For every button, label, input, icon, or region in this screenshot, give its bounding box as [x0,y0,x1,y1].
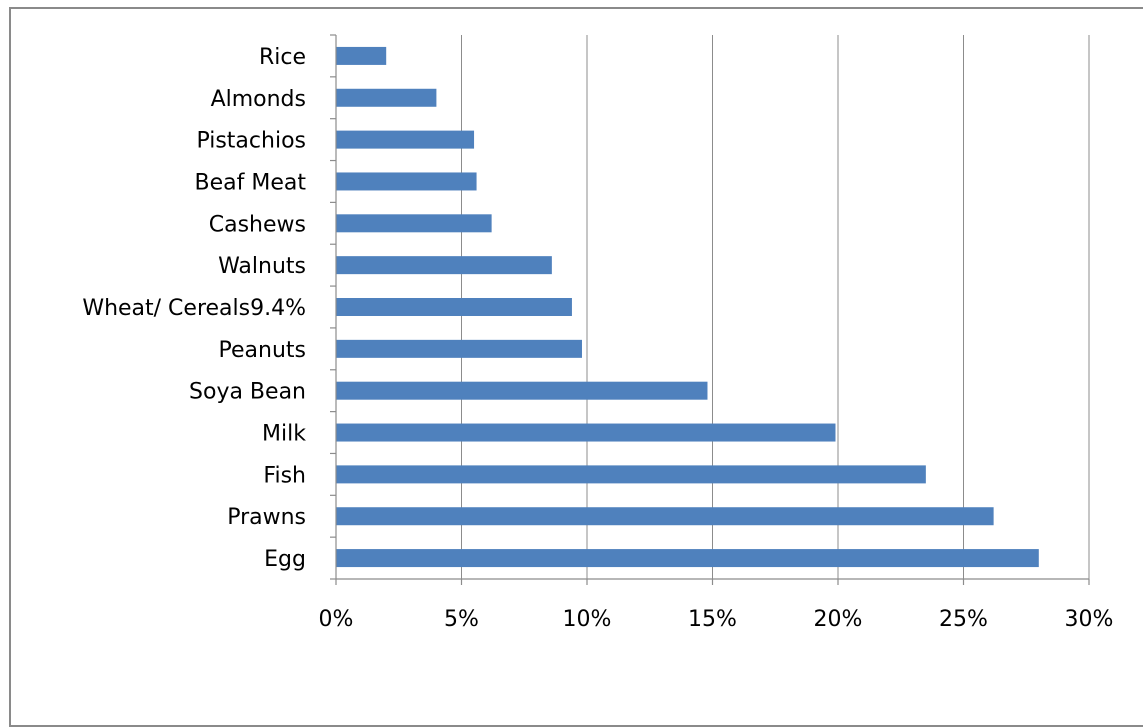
category-label-beaf-meat: Beaf Meat [195,170,307,195]
x-tick-label-0: 0% [319,607,354,632]
category-label-pistachios: Pistachios [196,129,306,154]
x-tick-label-6: 30% [1065,607,1114,632]
bar-walnuts [336,256,552,275]
bar-fish [336,465,926,484]
bar-peanuts [336,339,582,358]
bar-beaf-meat [336,172,477,191]
bar-pistachios [336,130,475,149]
category-label-fish: Fish [263,463,306,488]
bar-milk [336,423,836,442]
x-tick-label-5: 25% [939,607,988,632]
bar-egg [336,549,1039,568]
bar-prawns [336,507,994,526]
category-label-peanuts: Peanuts [219,338,306,363]
label-layer: 0% 5% 10% 15% 20% 25% 30% Egg Prawns Fish Milk Soya… [82,45,1113,632]
x-tick-label-3: 15% [688,607,737,632]
x-tick-label-1: 5% [444,607,479,632]
chart-frame [9,7,1143,727]
category-label-almonds: Almonds [211,87,306,112]
bar-cashews [336,214,492,233]
bar-layer [336,46,1039,568]
category-label-milk: Milk [262,422,306,447]
category-label-cashews: Cashews [209,212,306,237]
bar-soya-bean [336,381,708,400]
bar-rice [336,46,387,65]
axis-layer [330,34,1090,585]
category-label-soya-bean: Soya Bean [189,380,306,405]
category-label-wheat-cereals9-4: Wheat/ Cereals9.4% [82,296,306,321]
x-tick-label-2: 10% [563,607,612,632]
x-tick-label-4: 20% [814,607,863,632]
bar-wheat-cereals9-4 [336,298,572,316]
category-label-prawns: Prawns [227,505,306,530]
category-label-egg: Egg [264,547,306,572]
bar-almonds [336,88,437,107]
category-label-walnuts: Walnuts [218,254,306,279]
category-label-rice: Rice [259,45,306,70]
